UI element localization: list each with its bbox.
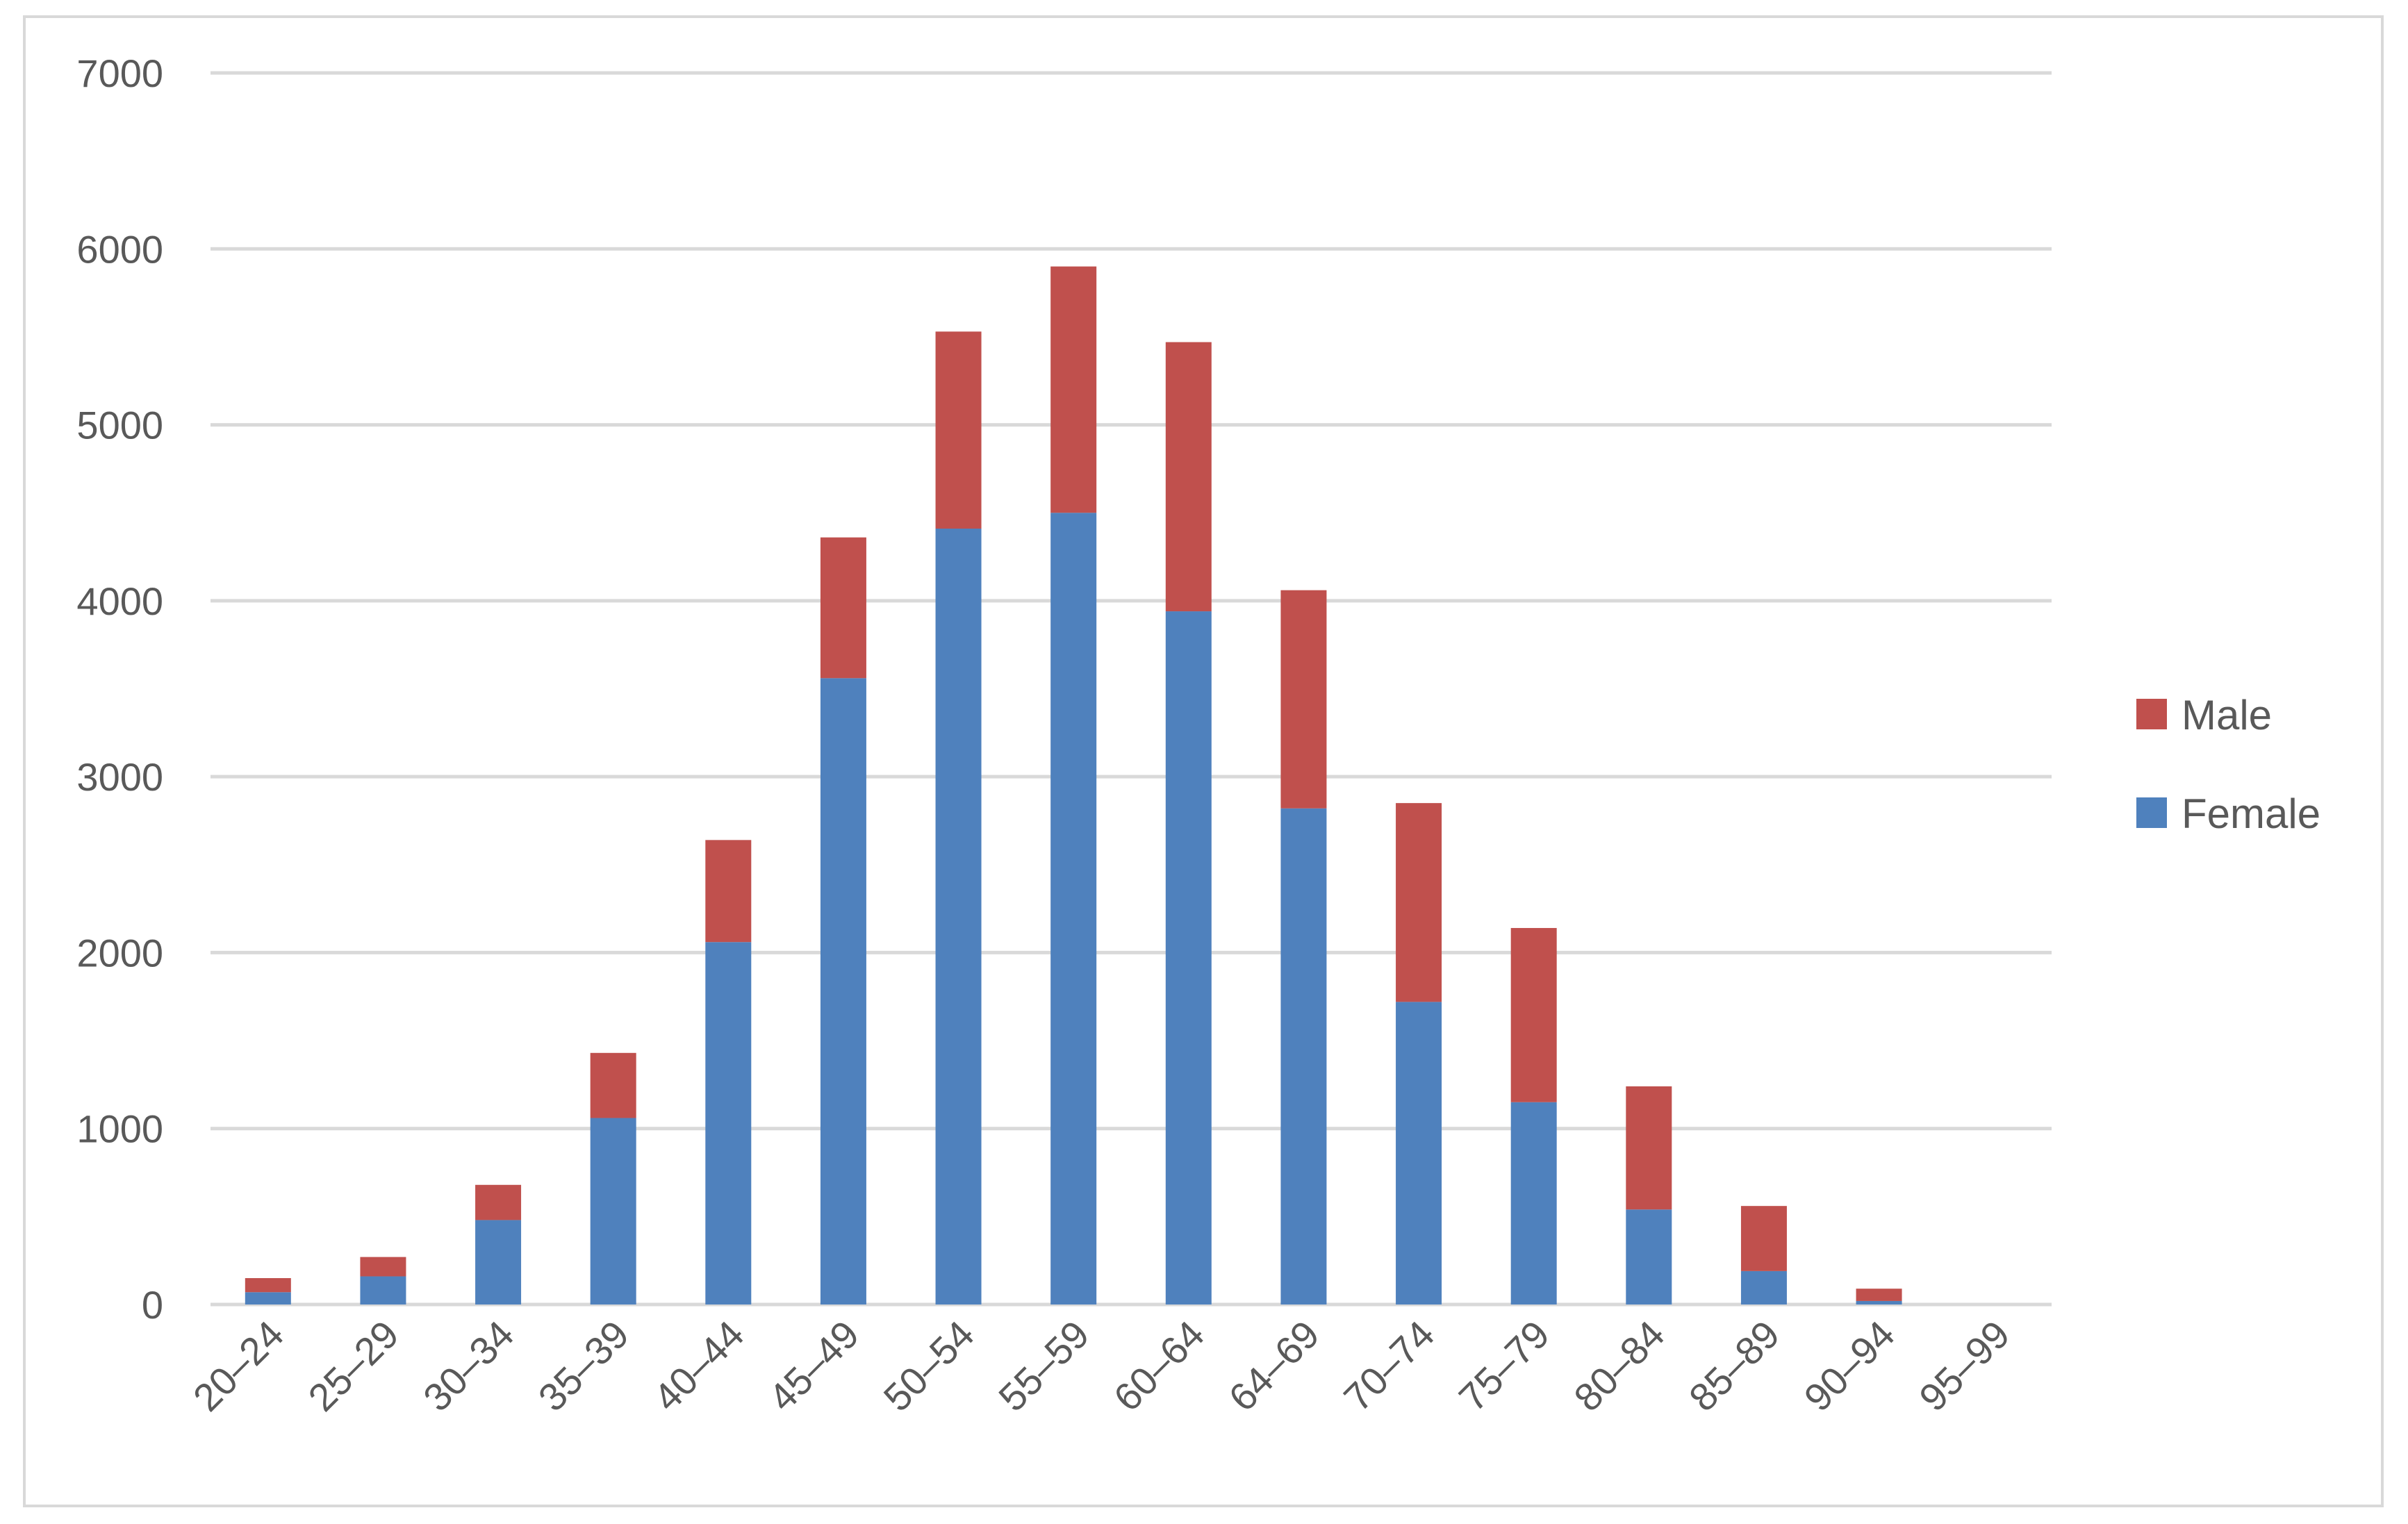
bar-female-7 (1050, 513, 1097, 1304)
x-tick-label: 80–84 (1565, 1312, 1673, 1420)
bar-male-9 (1280, 590, 1327, 809)
y-tick-label: 4000 (76, 579, 163, 623)
bar-male-13 (1740, 1206, 1787, 1271)
bar-female-2 (475, 1220, 522, 1304)
bar-female-10 (1396, 1002, 1442, 1304)
bar-female-12 (1626, 1209, 1672, 1304)
bar-male-2 (475, 1184, 522, 1220)
y-tick-label: 6000 (76, 227, 163, 271)
bar-female-6 (935, 529, 982, 1304)
bar-female-9 (1280, 808, 1327, 1304)
x-tick-label: 95–99 (1911, 1312, 2018, 1420)
bar-male-0 (245, 1278, 291, 1293)
y-tick-label: 7000 (76, 51, 163, 95)
x-tick-label: 50–54 (875, 1312, 982, 1420)
x-tick-label: 64–69 (1220, 1312, 1328, 1420)
x-tick-label: 60–64 (1105, 1312, 1213, 1420)
y-tick-label: 2000 (76, 931, 163, 975)
gridlines (211, 71, 2052, 1307)
bar-female-13 (1740, 1270, 1787, 1304)
bar-female-1 (360, 1276, 406, 1304)
bar-male-6 (935, 331, 982, 529)
bar-male-10 (1396, 803, 1442, 1002)
legend: Male Female (2136, 692, 2320, 837)
legend-label-female: Female (2182, 790, 2320, 837)
y-tick-label: 5000 (76, 404, 163, 447)
x-tick-label: 30–34 (415, 1312, 522, 1420)
x-tick-label: 45–49 (760, 1312, 868, 1420)
bar-male-12 (1626, 1086, 1672, 1210)
bars (245, 266, 1902, 1304)
legend-label-male: Male (2182, 692, 2272, 738)
x-tick-label: 35–39 (530, 1312, 638, 1420)
bar-male-11 (1510, 927, 1557, 1102)
x-axis-tick-labels: 20–24 25–29 30–34 35–39 40–44 45–49 50–54 55–59… (185, 1312, 2018, 1420)
x-tick-label: 75–79 (1451, 1312, 1558, 1420)
bar-female-11 (1510, 1102, 1557, 1304)
x-tick-label: 70–74 (1335, 1312, 1443, 1420)
x-tick-label: 55–59 (990, 1312, 1098, 1420)
legend-swatch-female (2136, 797, 2167, 828)
y-tick-label: 0 (142, 1283, 163, 1327)
y-tick-label: 3000 (76, 755, 163, 799)
bar-female-8 (1165, 611, 1212, 1304)
x-tick-label: 40–44 (645, 1312, 752, 1420)
bar-female-5 (820, 678, 866, 1304)
y-axis-tick-labels: 0 1000 2000 3000 4000 5000 6000 7000 (76, 51, 163, 1327)
y-tick-label: 1000 (76, 1107, 163, 1151)
bar-male-7 (1050, 266, 1097, 513)
bar-male-4 (705, 840, 752, 943)
x-tick-label: 90–94 (1795, 1312, 1903, 1420)
bar-male-5 (820, 537, 866, 679)
bar-male-3 (590, 1052, 636, 1118)
x-tick-label: 85–89 (1681, 1312, 1788, 1420)
bar-male-1 (360, 1257, 406, 1277)
bar-female-3 (590, 1118, 636, 1304)
x-tick-label: 20–24 (185, 1312, 292, 1420)
bar-female-14 (1856, 1300, 1902, 1304)
bar-male-14 (1856, 1289, 1902, 1301)
bar-female-4 (705, 942, 752, 1304)
x-tick-label: 25–29 (299, 1312, 407, 1420)
bar-male-8 (1165, 342, 1212, 612)
legend-swatch-male (2136, 699, 2167, 729)
bar-female-0 (245, 1292, 291, 1304)
